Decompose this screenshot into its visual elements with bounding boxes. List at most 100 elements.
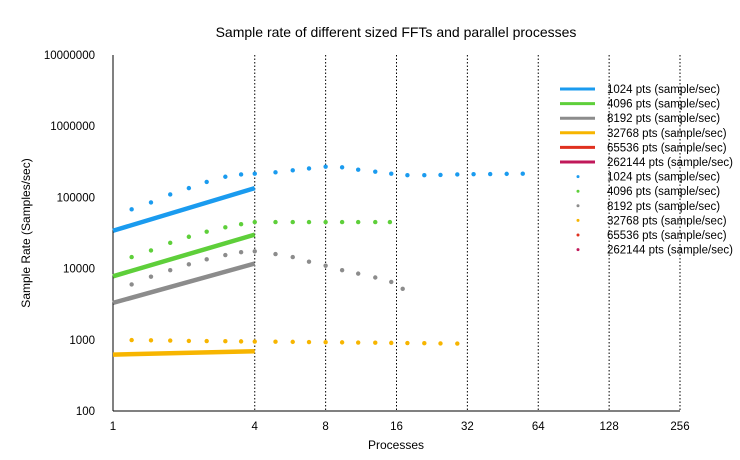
trend-line-1024-pts-sample-sec (112, 185, 256, 233)
y-tick-10000000: 10000000 (44, 50, 95, 62)
point-32768-pts-sample-sec (323, 340, 328, 345)
legend-swatch-dot (576, 204, 580, 208)
point-8192-pts-sample-sec (252, 249, 257, 254)
point-1024-pts-sample-sec (373, 169, 378, 174)
point-4096-pts-sample-sec (252, 219, 257, 225)
legend-swatch-dot (576, 175, 580, 179)
point-1024-pts-sample-sec (339, 165, 345, 170)
point-8192-pts-sample-sec (323, 263, 328, 268)
x-tick-1: 1 (110, 421, 116, 433)
point-1024-pts-sample-sec (252, 171, 257, 176)
point-1024-pts-sample-sec (129, 207, 134, 212)
point-8192-pts-sample-sec (168, 267, 173, 273)
point-4096-pts-sample-sec (290, 219, 295, 225)
x-axis-label: Processes (368, 438, 424, 452)
point-32768-pts-sample-sec (148, 338, 154, 343)
point-4096-pts-sample-sec (339, 219, 345, 225)
point-4096-pts-sample-sec (129, 254, 134, 260)
point-8192-pts-sample-sec (129, 282, 134, 287)
point-4096-pts-sample-sec (204, 229, 209, 234)
x-tick-8: 8 (322, 421, 328, 433)
x-tick-256: 256 (670, 421, 689, 433)
point-1024-pts-sample-sec (438, 172, 443, 178)
point-1024-pts-sample-sec (290, 168, 295, 173)
point-4096-pts-sample-sec (186, 234, 192, 239)
point-32768-pts-sample-sec (306, 339, 312, 345)
point-32768-pts-sample-sec (405, 340, 410, 346)
point-1024-pts-sample-sec (455, 172, 460, 177)
y-tick-1000000: 1000000 (50, 121, 95, 133)
point-8192-pts-sample-sec (355, 271, 361, 276)
point-1024-pts-sample-sec (273, 170, 278, 175)
point-32768-pts-sample-sec (204, 338, 209, 344)
point-1024-pts-sample-sec (405, 173, 410, 178)
point-8192-pts-sample-sec (204, 257, 209, 262)
point-1024-pts-sample-sec (471, 171, 476, 177)
x-tick-128: 128 (600, 421, 619, 433)
point-32768-pts-sample-sec (290, 339, 295, 345)
legend-entry-line: 262144 pts (sample/sec) (607, 157, 733, 169)
legend-entry-dot: 262144 pts (sample/sec) (607, 245, 733, 257)
point-4096-pts-sample-sec (148, 248, 154, 253)
point-32768-pts-sample-sec (455, 341, 460, 346)
point-4096-pts-sample-sec (273, 219, 278, 225)
y-tick-labels: 100 1000 10000 100000 1000000 10000000 (44, 50, 95, 418)
point-4096-pts-sample-sec (323, 219, 328, 225)
legend-entry-dot: 1024 pts (sample/sec) (607, 172, 720, 184)
legend-swatch-dot (576, 218, 580, 222)
point-8192-pts-sample-sec (306, 259, 312, 264)
point-8192-pts-sample-sec (373, 275, 378, 280)
point-4096-pts-sample-sec (306, 219, 312, 225)
y-tick-10000: 10000 (63, 264, 95, 276)
legend-entry-line: 32768 pts (sample/sec) (607, 128, 727, 140)
legend-entry-dot: 4096 pts (sample/sec) (607, 186, 720, 198)
point-8192-pts-sample-sec (290, 254, 295, 260)
point-1024-pts-sample-sec (389, 171, 394, 176)
legend: 1024 pts (sample/sec) 4096 pts (sample/se… (560, 84, 733, 257)
data-points (129, 164, 525, 346)
chart-title: Sample rate of different sized FFTs and … (216, 24, 577, 40)
legend-swatch-dot (576, 248, 580, 252)
point-32768-pts-sample-sec (186, 338, 192, 344)
point-1024-pts-sample-sec (223, 174, 228, 179)
point-32768-pts-sample-sec (438, 341, 443, 346)
point-8192-pts-sample-sec (273, 251, 278, 257)
point-1024-pts-sample-sec (520, 171, 525, 176)
y-axis-label: Sample Rate (Samples/sec) (19, 158, 33, 307)
point-1024-pts-sample-sec (148, 200, 154, 205)
point-8192-pts-sample-sec (223, 252, 228, 258)
point-8192-pts-sample-sec (186, 262, 192, 267)
point-4096-pts-sample-sec (168, 240, 173, 246)
x-tick-labels: 1 4 8 16 32 64 128 256 (110, 421, 690, 433)
trend-line-4096-pts-sample-sec (112, 232, 256, 279)
x-tick-4: 4 (252, 421, 259, 433)
point-32768-pts-sample-sec (223, 339, 228, 344)
point-32768-pts-sample-sec (389, 340, 394, 346)
point-1024-pts-sample-sec (186, 185, 192, 191)
point-4096-pts-sample-sec (373, 219, 378, 225)
legend-entry-dot: 32768 pts (sample/sec) (607, 215, 727, 227)
x-tick-32: 32 (461, 421, 474, 433)
legend-entry-line: 4096 pts (sample/sec) (607, 99, 720, 111)
y-tick-1000: 1000 (69, 335, 95, 347)
point-32768-pts-sample-sec (168, 338, 173, 343)
legend-entry-line: 65536 pts (sample/sec) (607, 142, 727, 154)
point-1024-pts-sample-sec (422, 173, 427, 178)
point-32768-pts-sample-sec (238, 339, 244, 344)
x-tick-16: 16 (390, 421, 403, 433)
point-8192-pts-sample-sec (389, 279, 394, 285)
point-32768-pts-sample-sec (422, 341, 427, 346)
x-tick-64: 64 (532, 421, 545, 433)
point-8192-pts-sample-sec (339, 267, 345, 273)
point-4096-pts-sample-sec (238, 222, 244, 227)
point-8192-pts-sample-sec (400, 286, 405, 292)
point-1024-pts-sample-sec (238, 172, 244, 177)
point-4096-pts-sample-sec (223, 225, 228, 230)
trend-lines (112, 185, 256, 357)
point-1024-pts-sample-sec (355, 167, 361, 172)
point-1024-pts-sample-sec (168, 192, 173, 197)
y-tick-100000: 100000 (57, 192, 95, 204)
point-32768-pts-sample-sec (273, 339, 278, 344)
point-8192-pts-sample-sec (148, 274, 154, 279)
